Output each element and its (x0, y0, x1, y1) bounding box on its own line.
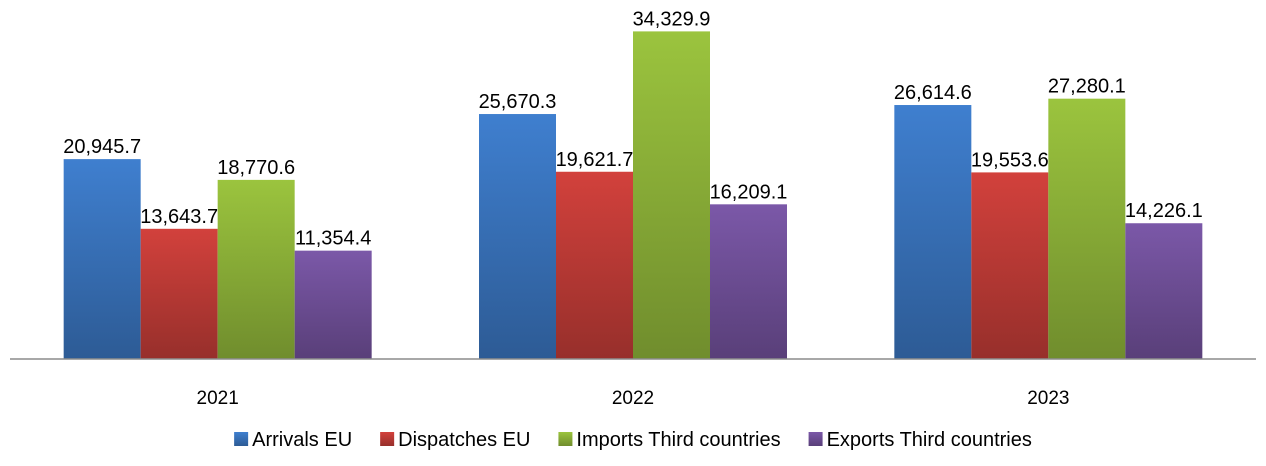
data-label: 14,226.1 (1125, 200, 1203, 222)
bar-dispatches-eu-2021 (140, 228, 218, 359)
legend-swatch (808, 432, 823, 446)
legend-label: Dispatches EU (398, 429, 530, 451)
bar-exports-third-countries-2023 (1125, 223, 1203, 359)
bar-imports-third-countries-2023 (1048, 98, 1126, 360)
bar-arrivals-eu-2021 (63, 159, 141, 359)
data-label: 19,621.7 (556, 149, 634, 171)
bar-dispatches-eu-2022 (556, 171, 633, 359)
bar-imports-third-countries-2022 (633, 31, 710, 360)
data-label: 13,643.7 (140, 206, 218, 228)
data-label: 19,553.6 (971, 149, 1049, 171)
data-label: 18,770.6 (217, 157, 295, 179)
legend-label: Arrivals EU (252, 429, 352, 451)
data-label: 16,209.1 (710, 181, 788, 203)
legend-label: Imports Third countries (576, 429, 780, 451)
legend-swatch (234, 432, 249, 446)
legend-swatch (380, 432, 395, 446)
data-label: 11,354.4 (295, 228, 371, 250)
x-tick-label: 2021 (197, 388, 239, 409)
legend-item: Arrivals EU (234, 429, 352, 451)
legend-swatch (558, 432, 573, 446)
data-label: 27,280.1 (1048, 76, 1126, 98)
bar-imports-third-countries-2021 (217, 179, 295, 359)
bar-arrivals-eu-2022 (479, 114, 556, 359)
data-label: 34,329.9 (633, 8, 711, 30)
data-label: 26,614.6 (894, 82, 972, 104)
legend-label: Exports Third countries (827, 429, 1032, 451)
legend-item: Exports Third countries (808, 429, 1032, 451)
bar-dispatches-eu-2023 (971, 172, 1049, 359)
data-label: 20,945.7 (63, 136, 141, 158)
x-tick-label: 2022 (612, 388, 654, 409)
bar-exports-third-countries-2021 (294, 250, 372, 359)
bar-arrivals-eu-2023 (894, 105, 972, 359)
data-label: 25,670.3 (479, 91, 557, 113)
legend-item: Dispatches EU (380, 429, 530, 451)
x-tick-label: 2023 (1027, 388, 1069, 409)
legend-item: Imports Third countries (558, 429, 781, 451)
bar-exports-third-countries-2022 (710, 204, 787, 359)
